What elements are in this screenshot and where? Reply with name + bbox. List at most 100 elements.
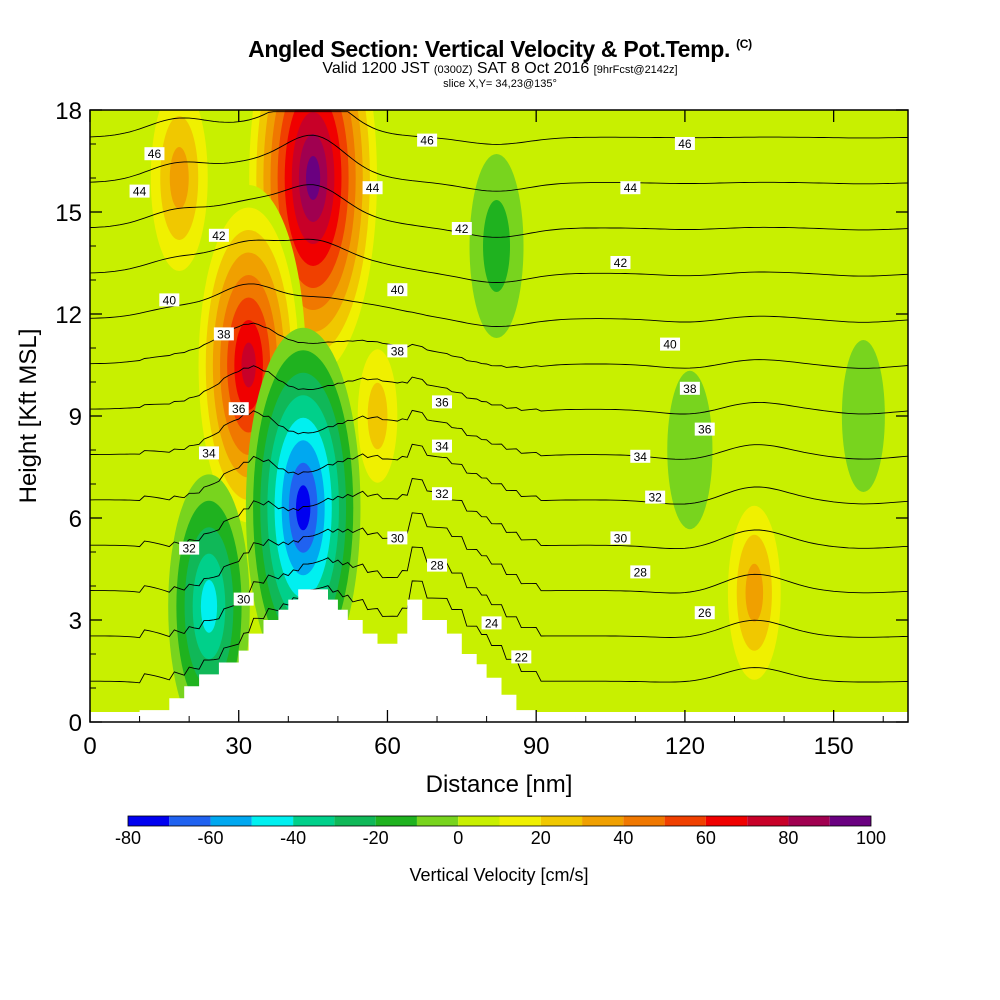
contour-label-30-29: 30 [614, 531, 628, 545]
terrain [90, 589, 908, 722]
contour-label-bg-30-29 [610, 531, 631, 545]
colorbar-tick-label--80: -80 [115, 828, 141, 848]
colorbar-label: Vertical Velocity [cm/s] [409, 865, 588, 885]
contour-labels: 46 44 42 40 38 36 34 32 30 46 44 42 40 38 36 34 32 30 28 24… [129, 133, 715, 664]
contour-label-36-5: 36 [232, 402, 246, 416]
contour-label-bg-32-28 [645, 490, 666, 504]
contour-label-42-23: 42 [614, 256, 628, 270]
colorbar-swatch--20 [375, 816, 417, 826]
subtitle-utc: (0300Z) [433, 64, 473, 76]
contour-label-bg-38-13 [387, 344, 408, 358]
y-tick-label-0: 0 [69, 710, 82, 737]
slice-info: slice X,Y= 34,23@135° [443, 78, 557, 90]
y-tick-label-12: 12 [55, 302, 82, 329]
colorbar-tick-label--60: -60 [198, 828, 224, 848]
theta-contour-22 [90, 580, 908, 684]
theta-contour-32 [90, 409, 908, 460]
colorbar-swatch--40 [293, 816, 335, 826]
contour-label-38-13: 38 [391, 344, 405, 358]
contour-label-bg-44-1 [129, 184, 150, 198]
contour-label-bg-40-3 [159, 293, 180, 307]
theta-contour-38 [90, 283, 908, 327]
colorbar-swatch-50 [664, 816, 706, 826]
colorbar-swatch--70 [169, 816, 211, 826]
velocity-updraft-4-band-3 [367, 382, 388, 450]
contour-label-bg-42-23 [610, 256, 631, 269]
chart-title-text: Angled Section: Vertical Velocity & Pot.… [248, 36, 731, 62]
velocity-field [141, 110, 885, 722]
theta-contour-26 [90, 512, 908, 594]
subtitle-date: SAT 8 Oct 2016 [476, 60, 590, 77]
x-tick-label-150: 150 [814, 733, 854, 760]
contour-label-bg-22-20 [511, 650, 532, 664]
contour-label-46-0: 46 [148, 147, 162, 161]
colorbar-tick-label-0: 0 [453, 828, 463, 848]
contour-label-44-22: 44 [624, 181, 638, 195]
contour-label-42-11: 42 [455, 222, 469, 236]
colorbar-tick-label-20: 20 [531, 828, 551, 848]
y-tick-label-18: 18 [55, 98, 82, 125]
contour-label-bg-32-7 [179, 541, 200, 555]
colorbar-tick-label--20: -20 [363, 828, 389, 848]
velocity-downdraft-7-band-2 [483, 200, 511, 292]
contour-label-34-27: 34 [634, 450, 648, 464]
contour-label-bg-44-22 [620, 181, 641, 195]
y-tick-label-3: 3 [69, 608, 82, 635]
velocity-downdraft-5-band-8 [295, 485, 311, 531]
contour-label-bg-32-16 [431, 487, 452, 501]
x-axis: 0 30 60 90 120 150 [83, 110, 884, 760]
title-block: Angled Section: Vertical Velocity & Pot.… [0, 0, 1000, 110]
colorbar-swatch--60 [210, 816, 252, 826]
contour-label-bg-46-21 [674, 137, 695, 150]
x-tick-label-60: 60 [374, 733, 401, 760]
colorbar-tick-label--40: -40 [280, 828, 306, 848]
contour-label-36-26: 36 [698, 423, 712, 437]
colorbar-swatch-20 [540, 816, 583, 826]
contour-label-44-1: 44 [133, 185, 147, 199]
theta-contour-42 [90, 184, 908, 238]
contour-label-36-14: 36 [435, 395, 449, 409]
contour-label-bg-28-30 [630, 565, 651, 579]
contour-label-bg-46-0 [144, 147, 165, 161]
velocity-updraft-0-band-10 [305, 156, 321, 200]
subtitle-forecast: [9hrFcst@2142z] [593, 64, 678, 76]
colorbar-tick-label-40: 40 [613, 828, 633, 848]
velocity-downdraft-8-band-1 [667, 370, 713, 530]
contour-label-38-4: 38 [217, 327, 231, 341]
contour-label-44-10: 44 [366, 181, 380, 195]
contour-label-bg-38-4 [213, 327, 234, 341]
colorbar-frame [127, 815, 872, 827]
colorbar-swatch-0 [458, 816, 500, 826]
contour-label-32-28: 32 [648, 491, 662, 505]
contour-label-40-12: 40 [391, 283, 405, 297]
y-tick-label-9: 9 [69, 404, 82, 431]
contour-label-40-24: 40 [663, 338, 677, 352]
colorbar-swatch--30 [334, 816, 376, 826]
colorbar-swatch-80 [788, 816, 830, 826]
copyright-mark: (C) [736, 37, 752, 52]
y-axis-label: Height [Kft MSL] [15, 329, 42, 504]
contour-label-32-16: 32 [435, 487, 449, 501]
contour-label-34-15: 34 [435, 440, 449, 454]
velocity-downdraft-6-band-5 [200, 580, 218, 633]
contour-label-bg-40-24 [660, 337, 681, 351]
theta-contour-44 [90, 134, 908, 192]
velocity-updraft-3-band-4 [745, 563, 764, 622]
theta-contour-34 [90, 365, 908, 415]
contour-label-bg-30-8 [233, 592, 254, 606]
contour-label-bg-36-14 [431, 395, 452, 409]
colorbar-swatch-90 [829, 816, 871, 826]
contour-label-bg-28-18 [427, 558, 448, 572]
colorbar-swatch-30 [582, 816, 624, 826]
colorbar-swatch-70 [747, 816, 789, 826]
contour-label-40-3: 40 [163, 293, 177, 307]
colorbar-tick-label-60: 60 [696, 828, 716, 848]
contour-label-24-19: 24 [485, 616, 499, 630]
contour-label-bg-42-2 [208, 228, 229, 242]
x-tick-label-0: 0 [83, 733, 96, 760]
contour-label-bg-44-10 [362, 181, 383, 195]
velocity-downdraft-9-band-1 [841, 340, 885, 492]
contour-label-28-30: 28 [634, 565, 648, 579]
